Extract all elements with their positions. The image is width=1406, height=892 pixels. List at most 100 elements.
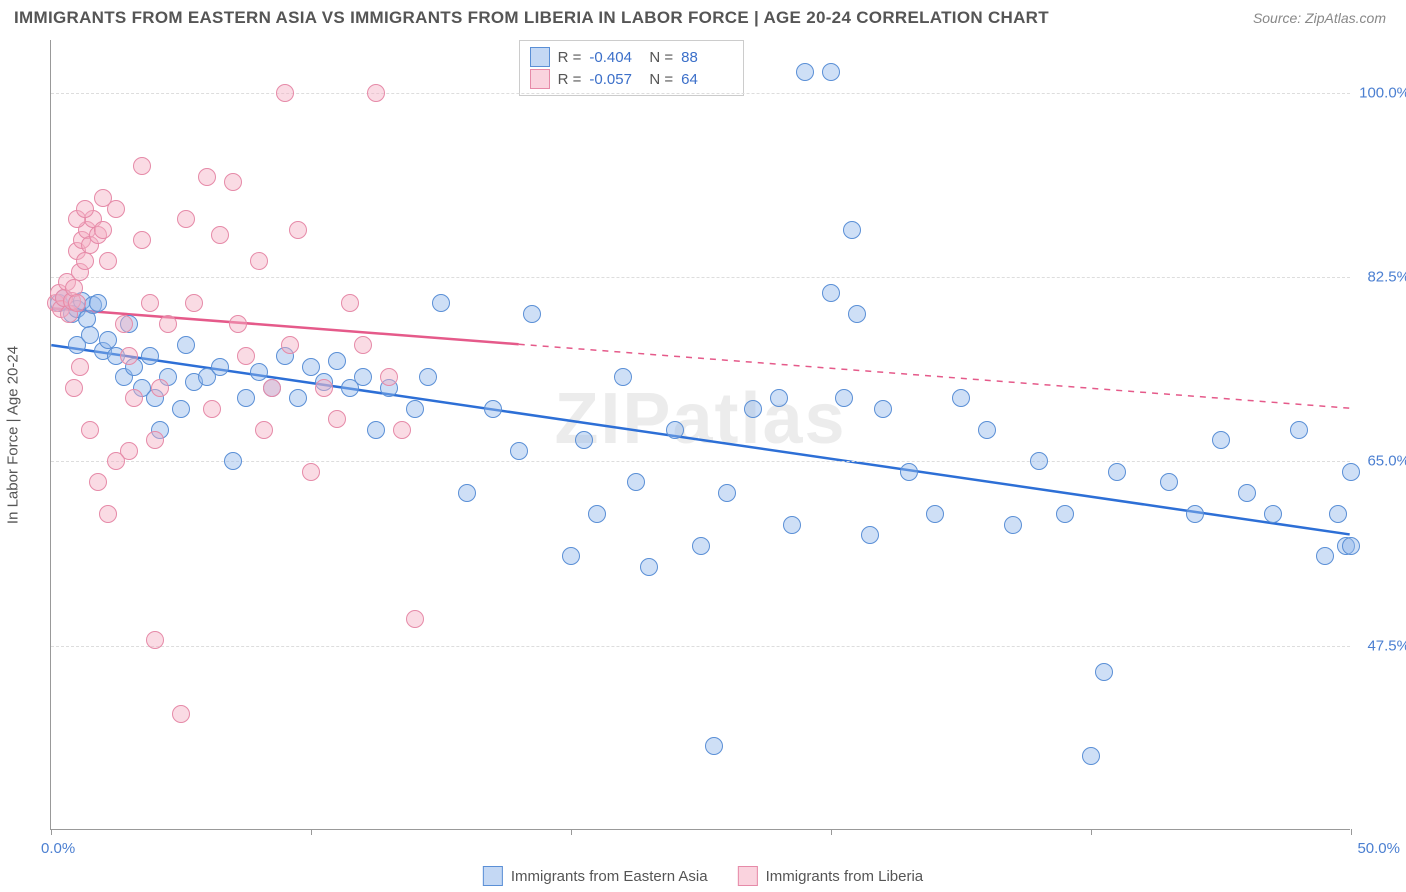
stats-r-value: -0.404 bbox=[589, 49, 641, 66]
scatter-point bbox=[281, 336, 299, 354]
scatter-point bbox=[263, 379, 281, 397]
scatter-point bbox=[822, 63, 840, 81]
scatter-point bbox=[250, 252, 268, 270]
scatter-point bbox=[1342, 537, 1360, 555]
scatter-point bbox=[1238, 484, 1256, 502]
scatter-point bbox=[484, 400, 502, 418]
scatter-point bbox=[211, 358, 229, 376]
scatter-point bbox=[705, 737, 723, 755]
scatter-point bbox=[237, 347, 255, 365]
scatter-point bbox=[393, 421, 411, 439]
scatter-point bbox=[952, 389, 970, 407]
x-tick bbox=[311, 829, 312, 835]
scatter-point bbox=[302, 358, 320, 376]
stats-n-value: 88 bbox=[681, 49, 733, 66]
scatter-point bbox=[99, 252, 117, 270]
scatter-point bbox=[120, 347, 138, 365]
scatter-point bbox=[328, 410, 346, 428]
scatter-point bbox=[692, 537, 710, 555]
scatter-point bbox=[172, 705, 190, 723]
x-tick bbox=[831, 829, 832, 835]
scatter-point bbox=[172, 400, 190, 418]
scatter-point bbox=[276, 84, 294, 102]
legend-item: Immigrants from Liberia bbox=[738, 866, 924, 886]
scatter-point bbox=[133, 231, 151, 249]
scatter-point bbox=[367, 421, 385, 439]
scatter-point bbox=[900, 463, 918, 481]
x-axis-label-max: 50.0% bbox=[1357, 840, 1400, 857]
scatter-point bbox=[614, 368, 632, 386]
scatter-point bbox=[315, 379, 333, 397]
scatter-point bbox=[107, 200, 125, 218]
scatter-point bbox=[81, 326, 99, 344]
scatter-point bbox=[289, 221, 307, 239]
chart-title: IMMIGRANTS FROM EASTERN ASIA VS IMMIGRAN… bbox=[14, 8, 1049, 28]
scatter-point bbox=[198, 168, 216, 186]
scatter-point bbox=[744, 400, 762, 418]
scatter-point bbox=[510, 442, 528, 460]
scatter-point bbox=[159, 315, 177, 333]
scatter-point bbox=[185, 294, 203, 312]
stats-legend-box: R = -0.404 N = 88 R = -0.057 N = 64 bbox=[519, 40, 745, 96]
scatter-point bbox=[1030, 452, 1048, 470]
gridline-h bbox=[51, 93, 1350, 94]
scatter-point bbox=[65, 379, 83, 397]
scatter-point bbox=[289, 389, 307, 407]
scatter-point bbox=[380, 368, 398, 386]
y-axis-label: In Labor Force | Age 20-24 bbox=[5, 345, 22, 523]
trend-line bbox=[51, 345, 1349, 534]
scatter-point bbox=[523, 305, 541, 323]
scatter-point bbox=[141, 347, 159, 365]
trend-lines-svg bbox=[51, 40, 1350, 829]
scatter-point bbox=[151, 379, 169, 397]
legend-swatch-icon bbox=[530, 47, 550, 67]
x-tick bbox=[1351, 829, 1352, 835]
scatter-point bbox=[1212, 431, 1230, 449]
stats-r-value: -0.057 bbox=[589, 71, 641, 88]
stats-r-label: R = bbox=[558, 71, 582, 88]
scatter-point bbox=[843, 221, 861, 239]
legend-swatch-icon bbox=[530, 69, 550, 89]
legend-swatch-icon bbox=[483, 866, 503, 886]
scatter-point bbox=[796, 63, 814, 81]
scatter-point bbox=[1329, 505, 1347, 523]
scatter-point bbox=[718, 484, 736, 502]
stats-n-label: N = bbox=[649, 49, 673, 66]
y-tick-label: 47.5% bbox=[1367, 637, 1406, 654]
gridline-h bbox=[51, 646, 1350, 647]
scatter-point bbox=[1186, 505, 1204, 523]
scatter-point bbox=[89, 473, 107, 491]
bottom-legend: Immigrants from Eastern Asia Immigrants … bbox=[483, 866, 923, 886]
scatter-point bbox=[406, 610, 424, 628]
scatter-point bbox=[848, 305, 866, 323]
scatter-point bbox=[71, 358, 89, 376]
x-tick bbox=[51, 829, 52, 835]
scatter-point bbox=[861, 526, 879, 544]
scatter-point bbox=[177, 210, 195, 228]
scatter-point bbox=[1342, 463, 1360, 481]
scatter-point bbox=[354, 368, 372, 386]
legend-swatch-icon bbox=[738, 866, 758, 886]
scatter-point bbox=[133, 157, 151, 175]
scatter-point bbox=[406, 400, 424, 418]
plot-area: ZIPatlas In Labor Force | Age 20-24 0.0%… bbox=[50, 40, 1350, 830]
scatter-point bbox=[978, 421, 996, 439]
y-tick-label: 65.0% bbox=[1367, 453, 1406, 470]
scatter-point bbox=[588, 505, 606, 523]
x-tick bbox=[571, 829, 572, 835]
scatter-point bbox=[146, 431, 164, 449]
scatter-point bbox=[1108, 463, 1126, 481]
scatter-point bbox=[1004, 516, 1022, 534]
scatter-point bbox=[229, 315, 247, 333]
scatter-point bbox=[783, 516, 801, 534]
scatter-point bbox=[874, 400, 892, 418]
legend-label: Immigrants from Eastern Asia bbox=[511, 868, 708, 885]
scatter-point bbox=[419, 368, 437, 386]
gridline-h bbox=[51, 461, 1350, 462]
scatter-point bbox=[141, 294, 159, 312]
chart-container: IMMIGRANTS FROM EASTERN ASIA VS IMMIGRAN… bbox=[0, 0, 1406, 892]
scatter-point bbox=[211, 226, 229, 244]
stats-r-label: R = bbox=[558, 49, 582, 66]
source-label: Source: ZipAtlas.com bbox=[1253, 10, 1386, 26]
scatter-point bbox=[432, 294, 450, 312]
